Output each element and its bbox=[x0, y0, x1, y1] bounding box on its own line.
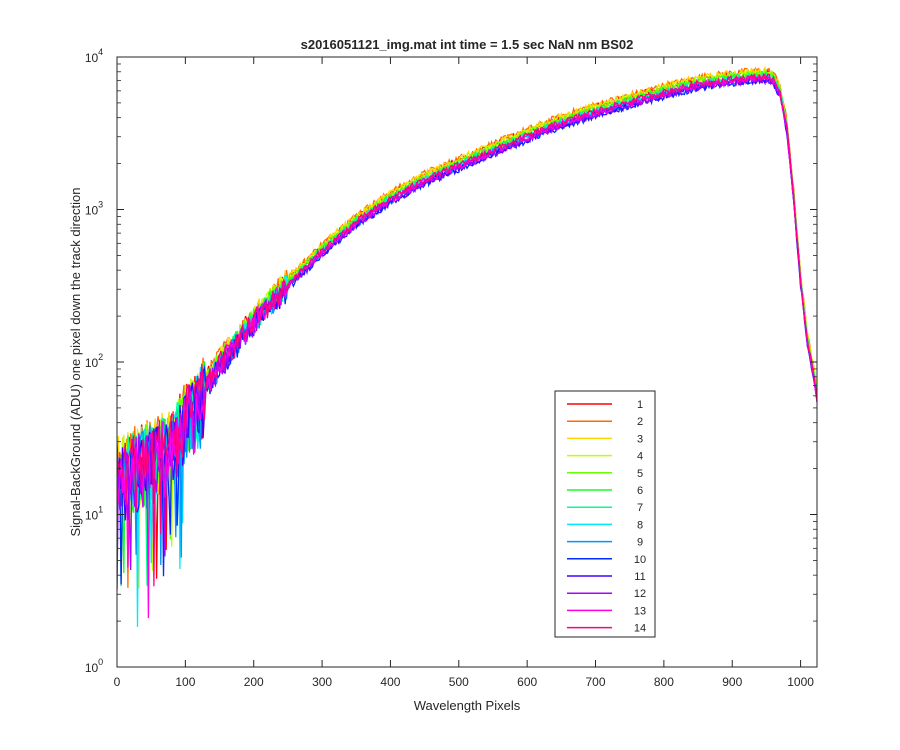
y-tick-labels: 100 101 102 103 104 bbox=[85, 47, 103, 675]
legend-label-12: 12 bbox=[634, 588, 646, 600]
legend-label-4: 4 bbox=[637, 451, 643, 463]
x-tick-labels: 0 100 200 300 400 500 600 700 800 900 1000 bbox=[114, 675, 815, 689]
legend-label-1: 1 bbox=[637, 399, 643, 411]
legend-label-10: 10 bbox=[634, 554, 646, 566]
x-tick-label: 500 bbox=[449, 675, 469, 689]
series-lines bbox=[117, 65, 817, 627]
series-line-10 bbox=[117, 76, 817, 585]
legend-label-11: 11 bbox=[634, 571, 645, 583]
legend-label-5: 5 bbox=[637, 468, 643, 480]
x-axis-label: Wavelength Pixels bbox=[414, 698, 521, 713]
legend-label-6: 6 bbox=[637, 485, 643, 497]
legend-box bbox=[554, 390, 656, 638]
legend-label-13: 13 bbox=[634, 605, 646, 617]
legend-label-8: 8 bbox=[637, 519, 643, 531]
y-tick-label: 100 bbox=[85, 657, 103, 675]
x-tick-label: 100 bbox=[175, 675, 195, 689]
x-tick-label: 0 bbox=[114, 675, 121, 689]
x-tick-label: 200 bbox=[244, 675, 264, 689]
series-line-14 bbox=[117, 72, 817, 587]
legend-label-2: 2 bbox=[637, 416, 643, 428]
legend-label-7: 7 bbox=[637, 502, 643, 514]
x-tick-label: 1000 bbox=[787, 675, 814, 689]
y-axis-label: Signal-BackGround (ADU) one pixel down t… bbox=[68, 187, 83, 536]
x-tick-label: 300 bbox=[312, 675, 332, 689]
x-tick-label: 400 bbox=[380, 675, 400, 689]
y-tick-label: 103 bbox=[85, 200, 103, 218]
axes-box bbox=[116, 56, 818, 668]
x-tick-label: 700 bbox=[586, 675, 606, 689]
x-tick-label: 900 bbox=[722, 675, 742, 689]
legend-label-9: 9 bbox=[637, 537, 643, 549]
y-tick-label: 102 bbox=[85, 352, 103, 370]
chart-title: s2016051121_img.mat int time = 1.5 sec N… bbox=[301, 37, 634, 52]
y-tick-label: 104 bbox=[85, 47, 103, 65]
legend-label-14: 14 bbox=[634, 623, 646, 635]
y-tick-label: 101 bbox=[85, 505, 103, 523]
legend-label-3: 3 bbox=[637, 433, 643, 445]
axis-ticks bbox=[116, 56, 817, 668]
x-tick-label: 600 bbox=[517, 675, 537, 689]
x-tick-label: 800 bbox=[654, 675, 674, 689]
